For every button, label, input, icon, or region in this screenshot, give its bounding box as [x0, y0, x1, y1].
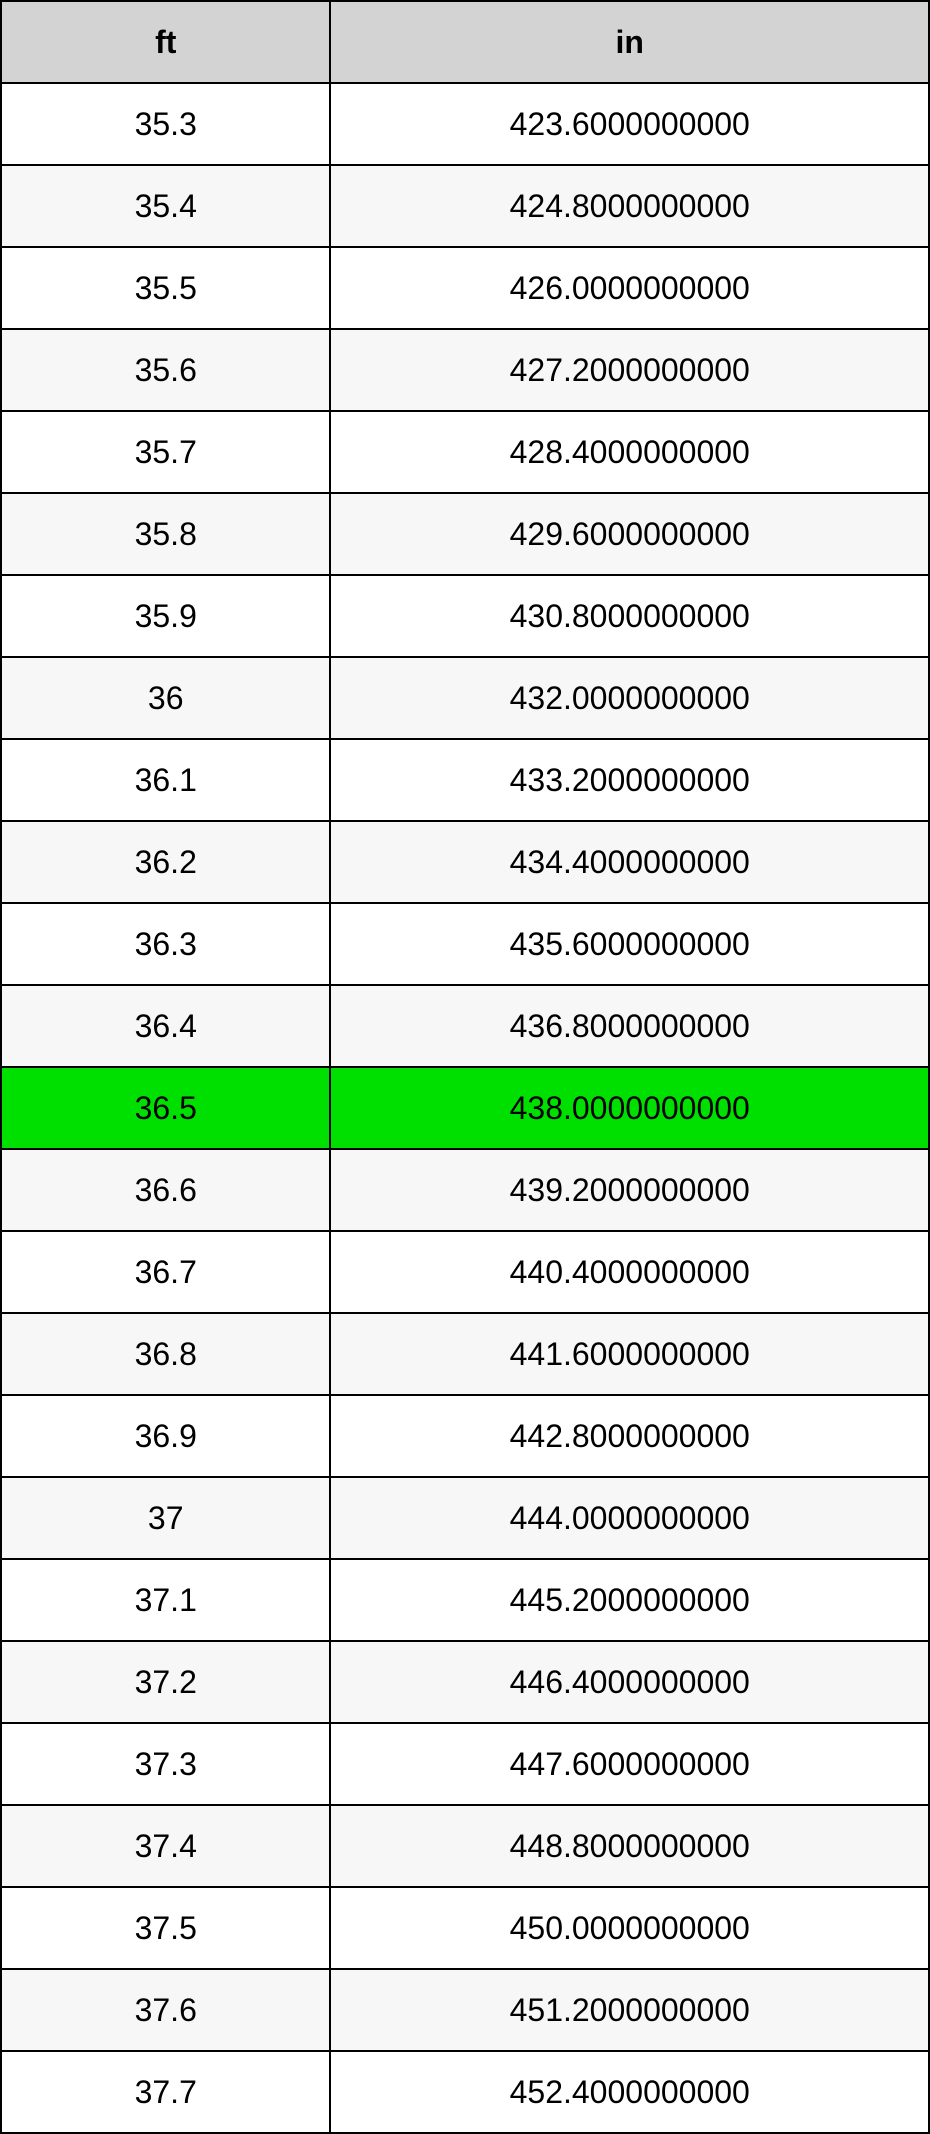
cell-ft: 35.8: [1, 493, 330, 575]
table-row: 35.8 429.6000000000: [1, 493, 929, 575]
column-header-in: in: [330, 1, 929, 83]
table-row: 36.6 439.2000000000: [1, 1149, 929, 1231]
table-row: 36.1 433.2000000000: [1, 739, 929, 821]
conversion-table: ft in 35.3 423.6000000000 35.4 424.80000…: [0, 0, 930, 2134]
table-row-highlighted: 36.5 438.0000000000: [1, 1067, 929, 1149]
table-row: 36.4 436.8000000000: [1, 985, 929, 1067]
cell-in: 427.2000000000: [330, 329, 929, 411]
cell-ft: 35.3: [1, 83, 330, 165]
table-row: 35.4 424.8000000000: [1, 165, 929, 247]
cell-ft: 36.1: [1, 739, 330, 821]
table-row: 35.9 430.8000000000: [1, 575, 929, 657]
cell-in: 446.4000000000: [330, 1641, 929, 1723]
table-row: 37.2 446.4000000000: [1, 1641, 929, 1723]
cell-ft: 37.3: [1, 1723, 330, 1805]
table-header-row: ft in: [1, 1, 929, 83]
cell-ft: 35.9: [1, 575, 330, 657]
cell-in: 436.8000000000: [330, 985, 929, 1067]
table-row: 37.4 448.8000000000: [1, 1805, 929, 1887]
table-row: 37.7 452.4000000000: [1, 2051, 929, 2133]
table-row: 37 444.0000000000: [1, 1477, 929, 1559]
cell-ft: 37.2: [1, 1641, 330, 1723]
table-row: 36 432.0000000000: [1, 657, 929, 739]
table-row: 36.7 440.4000000000: [1, 1231, 929, 1313]
cell-ft: 35.4: [1, 165, 330, 247]
cell-ft: 36.4: [1, 985, 330, 1067]
cell-ft: 36.8: [1, 1313, 330, 1395]
cell-ft: 36.2: [1, 821, 330, 903]
cell-in: 445.2000000000: [330, 1559, 929, 1641]
cell-in: 433.2000000000: [330, 739, 929, 821]
cell-in: 423.6000000000: [330, 83, 929, 165]
cell-in: 430.8000000000: [330, 575, 929, 657]
cell-ft: 37.5: [1, 1887, 330, 1969]
cell-in: 442.8000000000: [330, 1395, 929, 1477]
cell-in: 439.2000000000: [330, 1149, 929, 1231]
table-row: 35.6 427.2000000000: [1, 329, 929, 411]
cell-ft: 36.5: [1, 1067, 330, 1149]
cell-ft: 36.7: [1, 1231, 330, 1313]
table-row: 36.3 435.6000000000: [1, 903, 929, 985]
cell-ft: 37.1: [1, 1559, 330, 1641]
cell-in: 432.0000000000: [330, 657, 929, 739]
cell-in: 434.4000000000: [330, 821, 929, 903]
cell-in: 451.2000000000: [330, 1969, 929, 2051]
table-row: 35.5 426.0000000000: [1, 247, 929, 329]
cell-in: 428.4000000000: [330, 411, 929, 493]
cell-ft: 37.6: [1, 1969, 330, 2051]
cell-ft: 35.7: [1, 411, 330, 493]
table-body: 35.3 423.6000000000 35.4 424.8000000000 …: [1, 83, 929, 2133]
table-row: 35.7 428.4000000000: [1, 411, 929, 493]
cell-in: 438.0000000000: [330, 1067, 929, 1149]
cell-in: 426.0000000000: [330, 247, 929, 329]
cell-in: 429.6000000000: [330, 493, 929, 575]
table-row: 35.3 423.6000000000: [1, 83, 929, 165]
cell-ft: 36: [1, 657, 330, 739]
cell-in: 424.8000000000: [330, 165, 929, 247]
cell-in: 444.0000000000: [330, 1477, 929, 1559]
cell-in: 452.4000000000: [330, 2051, 929, 2133]
cell-in: 450.0000000000: [330, 1887, 929, 1969]
cell-in: 440.4000000000: [330, 1231, 929, 1313]
table-row: 37.5 450.0000000000: [1, 1887, 929, 1969]
table-row: 37.3 447.6000000000: [1, 1723, 929, 1805]
table-row: 36.2 434.4000000000: [1, 821, 929, 903]
cell-ft: 36.6: [1, 1149, 330, 1231]
cell-in: 448.8000000000: [330, 1805, 929, 1887]
table-row: 36.9 442.8000000000: [1, 1395, 929, 1477]
cell-ft: 37.7: [1, 2051, 330, 2133]
column-header-ft: ft: [1, 1, 330, 83]
cell-in: 435.6000000000: [330, 903, 929, 985]
cell-ft: 35.5: [1, 247, 330, 329]
cell-ft: 37: [1, 1477, 330, 1559]
cell-ft: 37.4: [1, 1805, 330, 1887]
cell-ft: 36.3: [1, 903, 330, 985]
cell-in: 441.6000000000: [330, 1313, 929, 1395]
cell-ft: 35.6: [1, 329, 330, 411]
cell-in: 447.6000000000: [330, 1723, 929, 1805]
table-row: 37.6 451.2000000000: [1, 1969, 929, 2051]
table-row: 37.1 445.2000000000: [1, 1559, 929, 1641]
table-row: 36.8 441.6000000000: [1, 1313, 929, 1395]
cell-ft: 36.9: [1, 1395, 330, 1477]
